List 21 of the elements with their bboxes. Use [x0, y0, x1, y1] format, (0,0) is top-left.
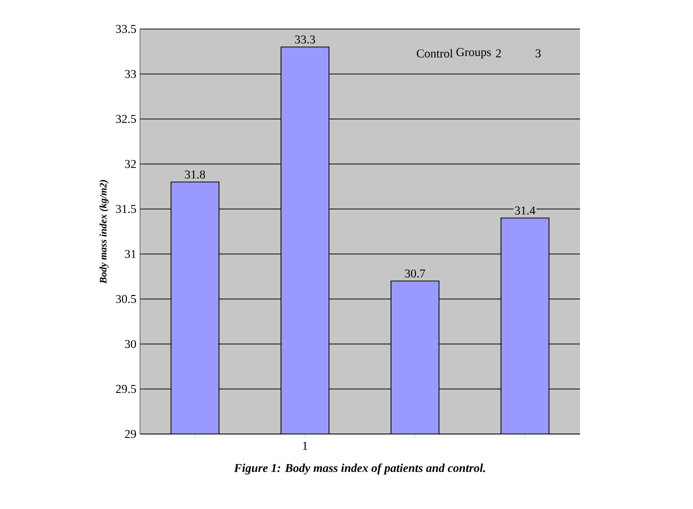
y-tick-label: 33.5 — [116, 24, 136, 34]
data-label: 30.7 — [405, 269, 426, 278]
data-label: 33.3 — [295, 35, 316, 44]
data-label: 31.4 — [515, 206, 536, 215]
annotation: 3 — [536, 49, 541, 58]
y-tick-label: 32.5 — [116, 114, 136, 124]
annotation: Groups — [456, 48, 491, 59]
y-tick-label: 29.5 — [116, 384, 136, 394]
y-tick-label: 30.5 — [116, 294, 136, 304]
y-tick-label: 30 — [125, 340, 136, 348]
y-tick-label: 33 — [125, 70, 136, 78]
text: Figure 1: Body mass index of patients and control. — [234, 463, 486, 475]
y-tick-label: 32 — [125, 160, 136, 168]
x-tick-label: 1 — [303, 442, 308, 450]
y-tick-label: 31 — [125, 250, 136, 258]
data-label: 31.8 — [185, 170, 206, 179]
y-tick-label: 31.5 — [116, 204, 136, 214]
y-axis-title: Body mass index (kg/m2) — [99, 180, 109, 284]
annotation: Control — [416, 49, 453, 58]
y-tick-label: 29 — [125, 430, 136, 438]
annotation: 2 — [496, 49, 501, 58]
